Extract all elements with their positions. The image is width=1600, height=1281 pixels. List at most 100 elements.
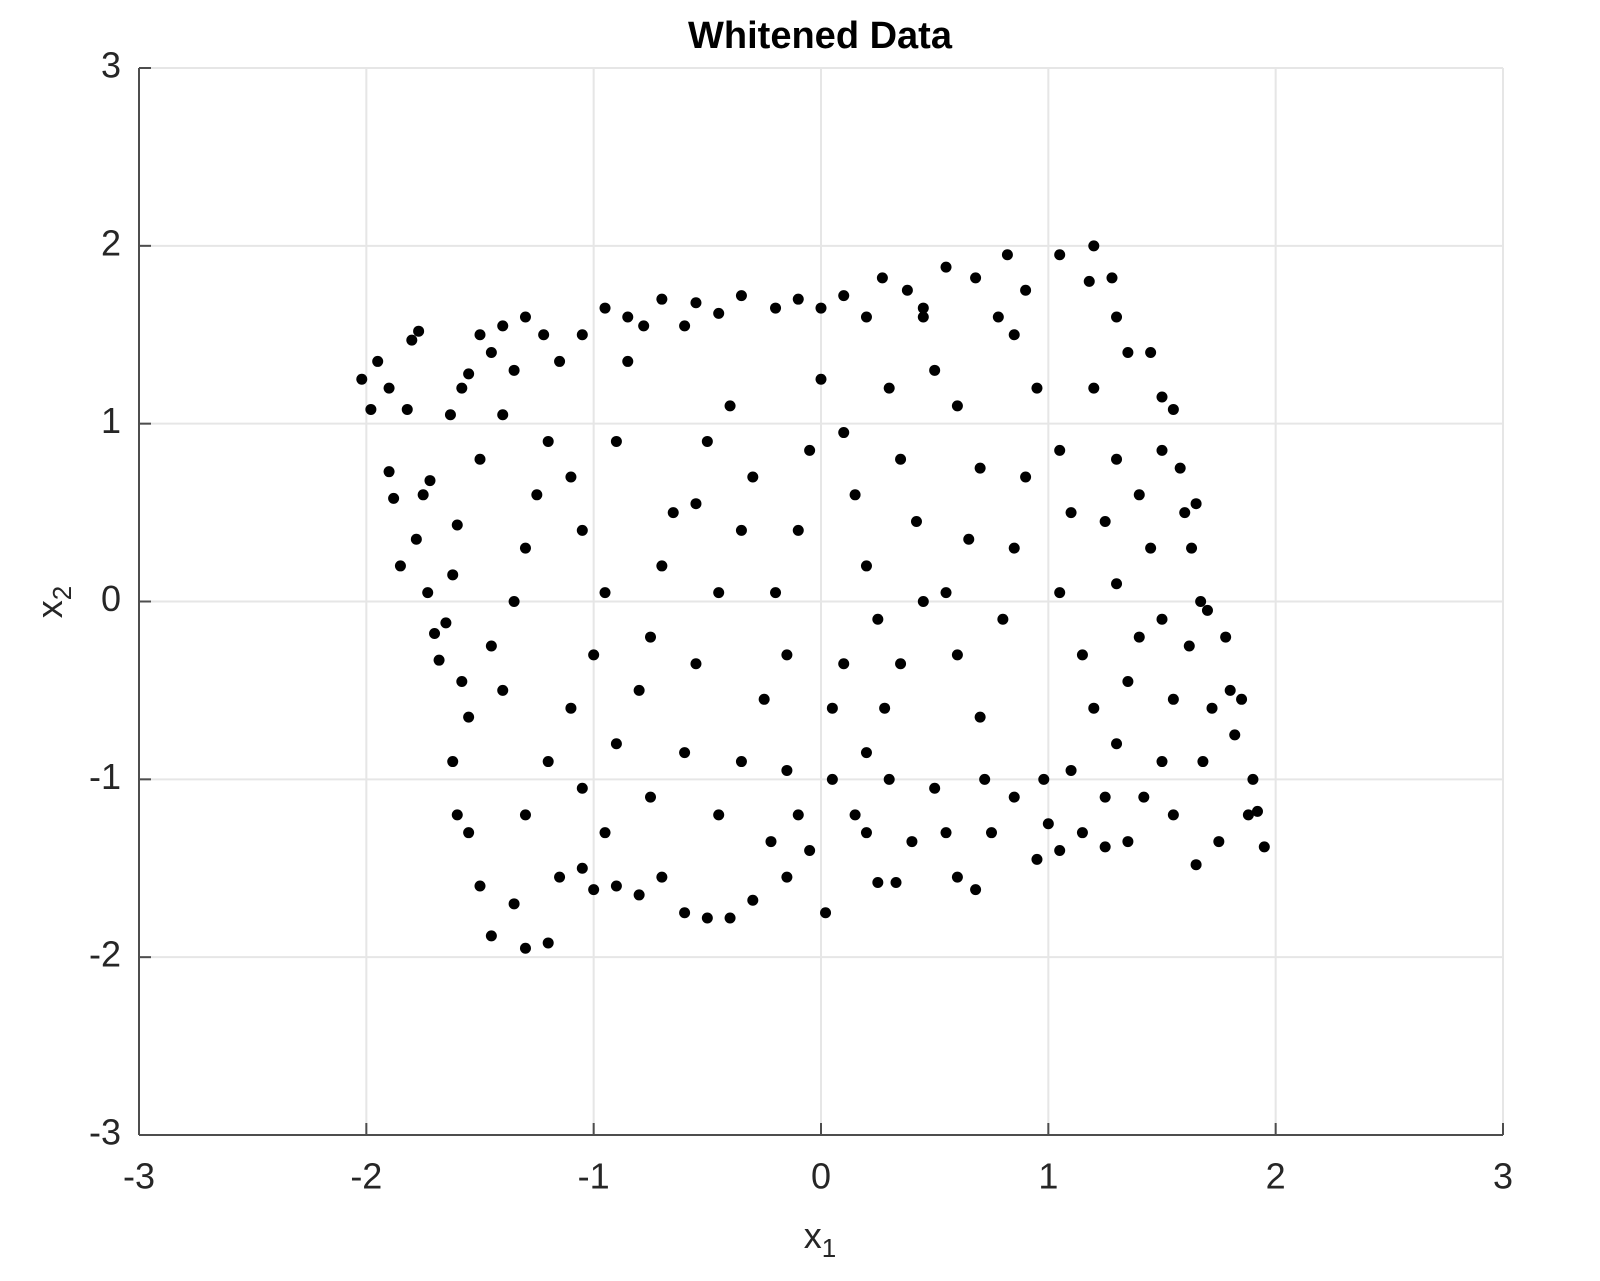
point bbox=[656, 871, 668, 883]
point bbox=[599, 827, 611, 839]
point bbox=[542, 435, 554, 447]
y-tick-label: 0 bbox=[101, 578, 121, 619]
point bbox=[992, 311, 1004, 323]
point bbox=[1156, 613, 1168, 625]
point bbox=[656, 293, 668, 305]
point bbox=[804, 444, 816, 456]
point bbox=[1122, 676, 1134, 688]
chart-title: Whitened Data bbox=[688, 15, 953, 57]
point bbox=[497, 409, 509, 421]
point bbox=[622, 355, 634, 367]
point bbox=[1020, 471, 1032, 483]
point bbox=[929, 364, 941, 376]
point bbox=[485, 640, 497, 652]
point bbox=[735, 290, 747, 302]
point bbox=[1201, 604, 1213, 616]
y-label-sub: 2 bbox=[47, 586, 77, 600]
point bbox=[701, 912, 713, 924]
point bbox=[974, 462, 986, 474]
point bbox=[554, 355, 566, 367]
point bbox=[849, 809, 861, 821]
point bbox=[433, 654, 445, 666]
point bbox=[690, 658, 702, 670]
point bbox=[1145, 347, 1157, 359]
point bbox=[879, 702, 891, 714]
y-label-base: x bbox=[29, 600, 70, 618]
x-tick-label: 1 bbox=[1038, 1156, 1058, 1197]
point bbox=[997, 613, 1009, 625]
point bbox=[1054, 587, 1066, 599]
point bbox=[633, 684, 645, 696]
point bbox=[940, 587, 952, 599]
y-axis-label: x2 bbox=[29, 586, 77, 618]
point bbox=[394, 560, 406, 572]
point bbox=[679, 907, 691, 919]
point bbox=[444, 409, 456, 421]
point bbox=[792, 293, 804, 305]
point bbox=[1190, 498, 1202, 510]
y-tick-label: -3 bbox=[89, 1112, 121, 1153]
point bbox=[565, 471, 577, 483]
point bbox=[1042, 818, 1054, 830]
point bbox=[724, 912, 736, 924]
point bbox=[424, 475, 436, 487]
point bbox=[447, 756, 459, 768]
point bbox=[508, 596, 520, 607]
point bbox=[724, 400, 736, 412]
y-tick-label: 3 bbox=[101, 45, 121, 86]
point bbox=[876, 272, 888, 284]
point bbox=[451, 809, 463, 821]
point bbox=[970, 272, 982, 284]
point bbox=[679, 747, 691, 759]
point bbox=[1156, 391, 1168, 403]
point bbox=[610, 880, 622, 892]
point bbox=[883, 773, 895, 785]
y-tick-label: 1 bbox=[101, 400, 121, 441]
point bbox=[1251, 805, 1263, 817]
point bbox=[622, 311, 634, 323]
point bbox=[895, 453, 907, 465]
point bbox=[1111, 311, 1123, 323]
point bbox=[463, 711, 475, 723]
point bbox=[781, 764, 793, 776]
point bbox=[1156, 444, 1168, 456]
point bbox=[365, 403, 377, 415]
point bbox=[1133, 631, 1145, 643]
point bbox=[1145, 542, 1157, 554]
point bbox=[1065, 507, 1077, 519]
y-tick-label: 2 bbox=[101, 222, 121, 263]
point bbox=[1224, 684, 1236, 696]
point bbox=[815, 373, 827, 385]
point bbox=[1122, 347, 1134, 359]
point bbox=[951, 871, 963, 883]
point bbox=[576, 524, 588, 536]
point bbox=[1111, 578, 1123, 590]
point bbox=[413, 325, 425, 337]
point bbox=[986, 827, 997, 839]
point bbox=[554, 871, 566, 883]
point bbox=[576, 329, 588, 341]
point bbox=[963, 533, 975, 545]
point bbox=[440, 617, 452, 629]
point bbox=[474, 329, 486, 341]
point bbox=[679, 320, 691, 332]
point bbox=[1195, 596, 1207, 607]
point bbox=[1229, 729, 1241, 741]
x-tick-label: -2 bbox=[350, 1156, 382, 1197]
point bbox=[838, 290, 850, 302]
point bbox=[1138, 791, 1150, 803]
point bbox=[417, 489, 429, 501]
point bbox=[1167, 809, 1179, 821]
point bbox=[599, 587, 611, 599]
point bbox=[422, 587, 434, 599]
point bbox=[1099, 515, 1111, 527]
point bbox=[781, 649, 793, 661]
point bbox=[508, 364, 520, 376]
point bbox=[1190, 859, 1202, 871]
point bbox=[979, 773, 991, 785]
point bbox=[701, 435, 713, 447]
point bbox=[1088, 382, 1100, 394]
point bbox=[895, 658, 907, 670]
point bbox=[770, 302, 782, 314]
point bbox=[1220, 631, 1232, 643]
